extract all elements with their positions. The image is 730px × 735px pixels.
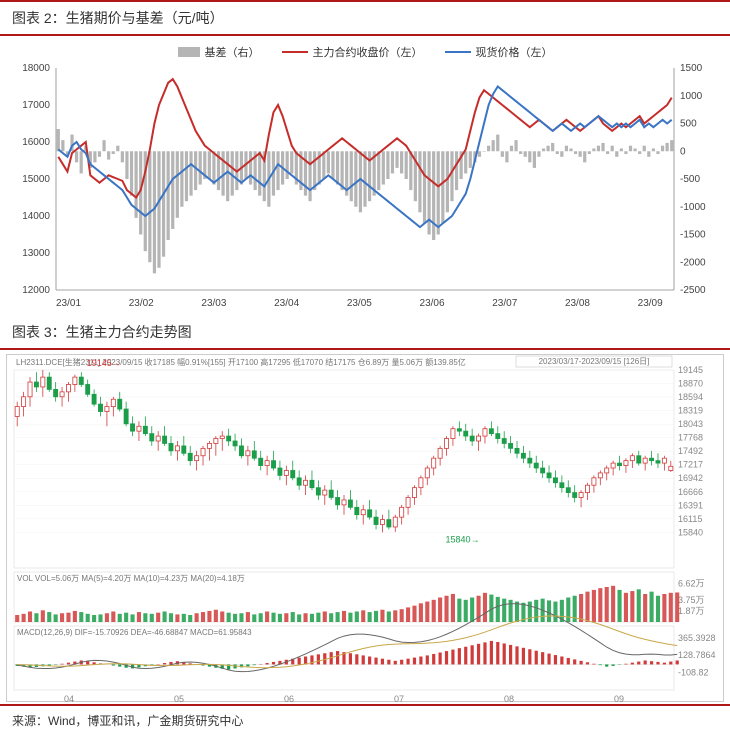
svg-text:2023/03/17-2023/09/15 [126日]: 2023/03/17-2023/09/15 [126日] xyxy=(539,357,650,366)
svg-text:365.3928: 365.3928 xyxy=(678,633,716,643)
svg-text:VOL VOL=5.06万 MA(5)=4.20万 MA(1: VOL VOL=5.06万 MA(5)=4.20万 MA(10)=4.23万 M… xyxy=(17,574,245,583)
svg-text:23/04: 23/04 xyxy=(274,298,299,309)
svg-text:23/06: 23/06 xyxy=(420,298,445,309)
chart2-container: LH2311.DCE[生猪2311] 2023/09/15 收17185 幅0.… xyxy=(0,350,730,706)
svg-text:23/07: 23/07 xyxy=(492,298,517,309)
svg-text:09: 09 xyxy=(614,694,624,702)
svg-text:23/08: 23/08 xyxy=(565,298,590,309)
svg-text:-500: -500 xyxy=(680,174,700,185)
legend-line-swatch xyxy=(282,51,308,54)
svg-text:23/05: 23/05 xyxy=(347,298,372,309)
svg-text:23/01: 23/01 xyxy=(56,298,81,309)
chart2-title: 图表 3：生猪主力合约走势图 xyxy=(0,316,730,350)
svg-text:MACD(12,26,9) DIF=-15.70926 DE: MACD(12,26,9) DIF=-15.70926 DEA=-46.6884… xyxy=(17,628,252,637)
svg-text:-2000: -2000 xyxy=(680,257,706,268)
svg-text:LH2311.DCE[生猪2311] 2023/09/15: LH2311.DCE[生猪2311] 2023/09/15 收17185 幅0.… xyxy=(16,357,466,367)
svg-text:12000: 12000 xyxy=(22,285,50,296)
svg-text:05: 05 xyxy=(174,694,184,702)
svg-text:15000: 15000 xyxy=(22,174,50,185)
svg-text:23/02: 23/02 xyxy=(129,298,154,309)
legend-basediff: 基差（右） xyxy=(178,44,260,60)
svg-text:23/03: 23/03 xyxy=(201,298,226,309)
svg-text:15840: 15840 xyxy=(678,527,703,537)
svg-text:1.87万: 1.87万 xyxy=(678,606,705,616)
svg-text:-1500: -1500 xyxy=(680,230,706,241)
svg-text:16115: 16115 xyxy=(678,514,702,524)
svg-text:3.75万: 3.75万 xyxy=(678,595,705,605)
svg-text:17768: 17768 xyxy=(678,433,703,443)
svg-text:06: 06 xyxy=(284,694,294,702)
legend-main: 主力合约收盘价（左） xyxy=(282,44,423,60)
svg-text:-108.82: -108.82 xyxy=(678,667,709,677)
svg-text:16666: 16666 xyxy=(678,487,703,497)
svg-text:14000: 14000 xyxy=(22,211,50,222)
legend-label: 基差（右） xyxy=(205,44,260,60)
svg-text:19145→: 19145→ xyxy=(87,358,121,368)
svg-text:19145: 19145 xyxy=(678,365,703,375)
svg-text:-2500: -2500 xyxy=(680,285,706,296)
svg-text:18043: 18043 xyxy=(678,419,703,429)
svg-text:6.62万: 6.62万 xyxy=(678,578,705,588)
svg-text:1500: 1500 xyxy=(680,63,703,74)
chart1-legend: 基差（右） 主力合约收盘价（左） 现货价格（左） xyxy=(12,44,718,60)
svg-text:128.7864: 128.7864 xyxy=(678,650,716,660)
legend-label: 现货价格（左） xyxy=(476,44,553,60)
svg-text:0: 0 xyxy=(680,146,686,157)
svg-text:18000: 18000 xyxy=(22,63,50,74)
svg-text:18870: 18870 xyxy=(678,379,703,389)
source-text: 来源：Wind，博亚和讯，广金期货研究中心 xyxy=(0,706,730,735)
svg-text:17492: 17492 xyxy=(678,446,703,456)
svg-text:16000: 16000 xyxy=(22,137,50,148)
svg-text:18319: 18319 xyxy=(678,406,703,416)
chart2-svg: LH2311.DCE[生猪2311] 2023/09/15 收17185 幅0.… xyxy=(6,354,724,702)
svg-text:17217: 17217 xyxy=(678,460,703,470)
svg-text:15840→: 15840→ xyxy=(446,534,480,544)
chart1-container: 基差（右） 主力合约收盘价（左） 现货价格（左） 12000 13000 14000… xyxy=(0,36,730,316)
svg-text:18594: 18594 xyxy=(678,392,703,402)
svg-text:1000: 1000 xyxy=(680,91,703,102)
svg-text:-1000: -1000 xyxy=(680,202,706,213)
legend-line-swatch xyxy=(445,51,471,54)
svg-text:17000: 17000 xyxy=(22,100,50,111)
legend-bar-swatch xyxy=(178,47,200,57)
legend-label: 主力合约收盘价（左） xyxy=(313,44,423,60)
legend-spot: 现货价格（左） xyxy=(445,44,553,60)
svg-text:16942: 16942 xyxy=(678,473,703,483)
chart1-title: 图表 2：生猪期价与基差（元/吨） xyxy=(0,0,730,36)
svg-text:23/09: 23/09 xyxy=(638,298,663,309)
svg-text:07: 07 xyxy=(394,694,404,702)
chart1-svg: 12000130001400015000160001700018000-2500… xyxy=(12,62,718,310)
svg-text:08: 08 xyxy=(504,694,514,702)
svg-text:16391: 16391 xyxy=(678,500,703,510)
svg-text:13000: 13000 xyxy=(22,248,50,259)
svg-text:500: 500 xyxy=(680,119,697,130)
svg-text:04: 04 xyxy=(64,694,74,702)
